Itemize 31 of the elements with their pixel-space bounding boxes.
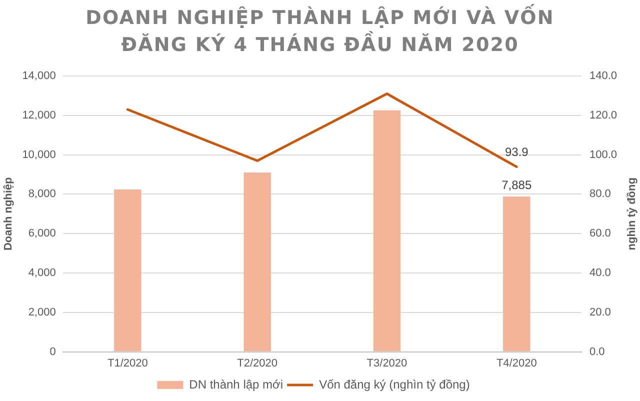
y2-tick-label: 40.0 [589, 267, 611, 280]
y-tick-label: 14,000 [22, 70, 56, 82]
y-tick-label: 6,000 [28, 228, 56, 240]
legend-label: DN thành lập mới [189, 377, 284, 392]
y2-tick-label: 120.0 [589, 109, 618, 122]
bar [503, 196, 530, 352]
legend-label: Vốn đăng ký (nghìn tỷ đồng) [319, 377, 470, 392]
y-tick-label: 12,000 [22, 109, 56, 122]
bar [373, 110, 401, 352]
x-tick-label: T2/2020 [237, 357, 278, 370]
y-tick-label: 4,000 [28, 267, 56, 280]
bar [244, 172, 271, 352]
y2-tick-label: 0.0 [589, 346, 605, 358]
data-label: 7,885 [502, 178, 532, 192]
y2-tick-label: 80.0 [589, 188, 611, 200]
y2-tick-label: 20.0 [589, 306, 611, 318]
x-tick-label: T4/2020 [496, 357, 537, 370]
x-tick-label: T1/2020 [107, 357, 148, 370]
y-axis-title: Doanh nghiệp [2, 176, 15, 251]
chart-title: DOANH NGHIỆP THÀNH LẬP MỚI VÀ VỐN ĐĂNG KÝ 4 THÁNG ĐẦU NĂM 2020 [84, 5, 556, 58]
y2-tick-label: 140.0 [589, 70, 618, 82]
y-tick-label: 0 [50, 346, 56, 358]
y2-axis-title: nghìn tỷ đồng [626, 178, 638, 250]
x-tick-label: T3/2020 [366, 357, 408, 370]
y-tick-label: 2,000 [28, 306, 56, 318]
y-tick-label: 10,000 [22, 148, 56, 161]
y2-tick-label: 100.0 [589, 148, 618, 161]
bar [114, 189, 142, 352]
data-label: 93.9 [504, 145, 529, 160]
y2-tick-label: 60.0 [589, 228, 611, 240]
y-tick-label: 8,000 [28, 188, 56, 200]
